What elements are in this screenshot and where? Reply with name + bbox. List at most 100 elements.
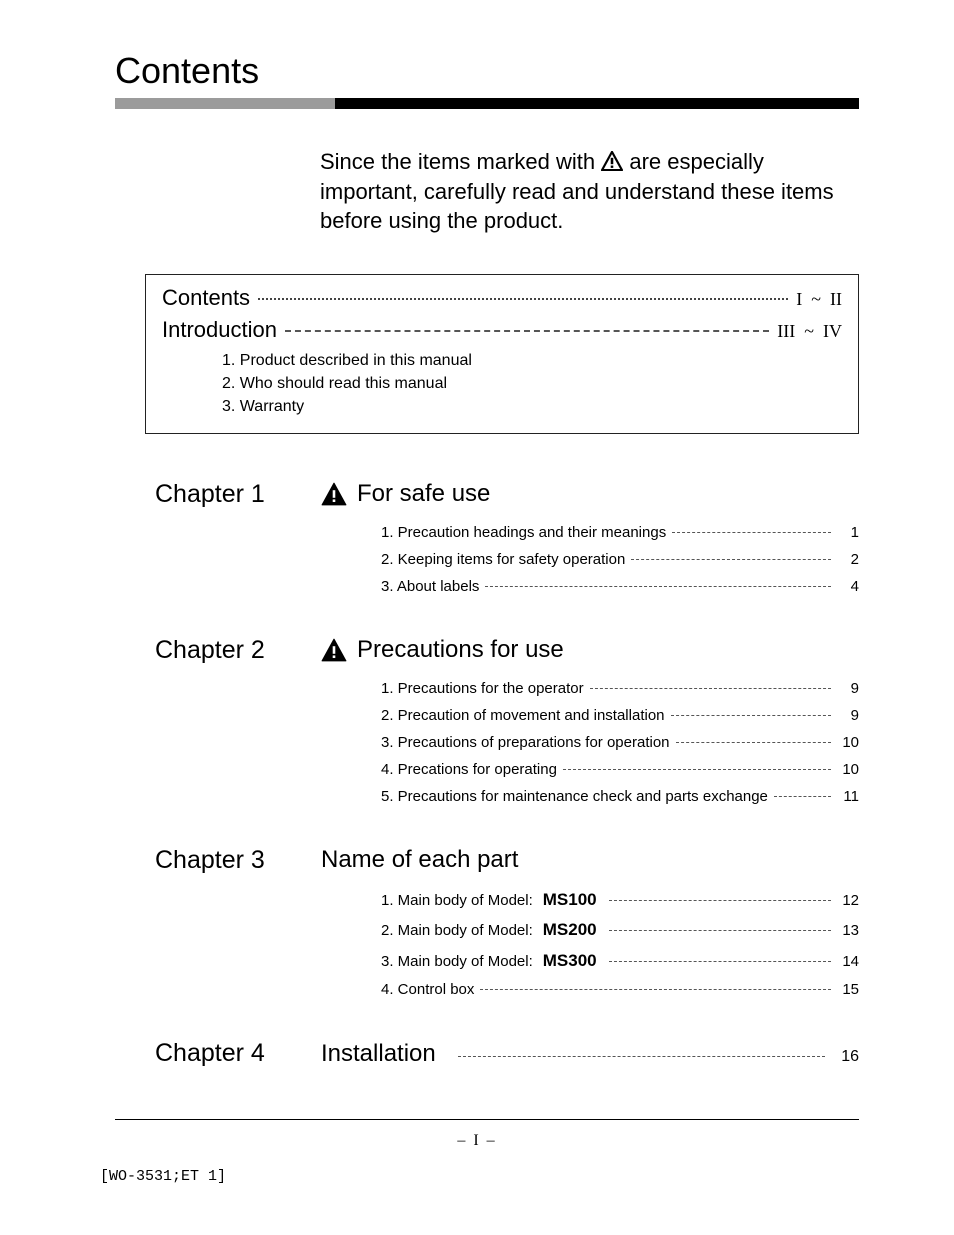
chapter-heading: Chapter 3 Name of each part <box>155 846 859 875</box>
topbox-sublist-item: 3. Warranty <box>222 395 842 418</box>
leader-dots <box>631 559 831 560</box>
header-rule-gray <box>115 98 335 109</box>
toc-entry-text: 3. Main body of Model: <box>381 948 533 975</box>
toc-entry: 2. Main body of Model: MS200 13 <box>381 915 859 946</box>
leader-dots <box>458 1056 825 1057</box>
chapter-title-wrap: Precautions for use <box>321 636 564 664</box>
toc-entry: 1. Precautions for the operator9 <box>381 675 859 702</box>
toc-entry-page: 1 <box>837 519 859 546</box>
chapter: Chapter 1 For safe use 1. Precaution headi… <box>155 480 859 600</box>
toc-entry: 2. Precaution of movement and installati… <box>381 702 859 729</box>
chapter-heading: Chapter 2 Precautions for use <box>155 636 859 665</box>
toc-entry: 1. Main body of Model: MS100 12 <box>381 885 859 916</box>
chapter-label: Chapter 1 <box>155 480 305 509</box>
toc-entry: 4. Control box 15 <box>381 976 859 1003</box>
toc-entry-page: 14 <box>837 948 859 975</box>
toc-entry: 1. Precaution headings and their meaning… <box>381 519 859 546</box>
chapter-title-wrap: Name of each part <box>321 846 518 874</box>
chapter-label: Chapter 4 <box>155 1039 305 1068</box>
topbox-row-pages: I ~ II <box>796 289 842 310</box>
toc-entry-page: 15 <box>837 976 859 1003</box>
chapter-4: Chapter 4 Installation 16 <box>155 1039 859 1068</box>
topbox-sublist-item: 2. Who should read this manual <box>222 372 842 395</box>
toc-entry-text: 4. Precations for operating <box>381 756 557 783</box>
topbox-sublist-item: 1. Product described in this manual <box>222 349 842 372</box>
header-rule-black <box>335 98 859 109</box>
page-title: Contents <box>115 50 859 92</box>
leader-dots <box>672 532 831 533</box>
toc-entry-page: 9 <box>837 702 859 729</box>
toc-entry-text: 5. Precautions for maintenance check and… <box>381 783 768 810</box>
toc-entries: 1. Precaution headings and their meaning… <box>381 519 859 600</box>
top-contents-box: Contents I ~ II Introduction III ~ IV 1.… <box>145 274 859 434</box>
toc-entries: 1. Main body of Model:MS100122. Main bod… <box>381 885 859 1004</box>
chapter-title: Precautions for use <box>357 636 564 664</box>
toc-entry: 2. Keeping items for safety operation 2 <box>381 546 859 573</box>
topbox-row-label: Contents <box>162 285 250 311</box>
toc-entry-text: 3. Precautions of preparations for opera… <box>381 729 670 756</box>
document-reference: [WO-3531;ET 1] <box>100 1168 226 1185</box>
chapter-heading: Chapter 1 For safe use <box>155 480 859 509</box>
leader-dots <box>671 715 832 716</box>
toc-entry-page: 13 <box>837 917 859 944</box>
chapter-title: Name of each part <box>321 846 518 874</box>
leader-dots <box>285 330 769 332</box>
topbox-row-label: Introduction <box>162 317 277 343</box>
toc-entry-page: 11 <box>837 783 859 810</box>
toc-entry-page: 10 <box>837 729 859 756</box>
leader-dots <box>590 688 831 689</box>
toc-entry: 3. Main body of Model: MS300 14 <box>381 946 859 977</box>
toc-entry-page: 16 <box>841 1048 859 1066</box>
leader-dots <box>258 298 788 300</box>
warning-icon <box>601 151 623 171</box>
chapter-title: For safe use <box>357 480 490 508</box>
toc-entry-text: 3. About labels <box>381 573 479 600</box>
warning-icon <box>321 482 347 506</box>
toc-entry-page: 2 <box>837 546 859 573</box>
topbox-row: Contents I ~ II <box>162 285 842 311</box>
chapter-title-wrap: For safe use <box>321 480 490 508</box>
toc-entry: 3. Precautions of preparations for opera… <box>381 729 859 756</box>
leader-dots <box>563 769 831 770</box>
toc-entries: 1. Precautions for the operator92. Preca… <box>381 675 859 810</box>
leader-dots <box>774 796 831 797</box>
toc-entry-model: MS300 <box>543 946 597 977</box>
chapter: Chapter 2 Precautions for use 1. Precautio… <box>155 636 859 810</box>
toc-entry-model: MS100 <box>543 885 597 916</box>
footer-rule <box>115 1119 859 1120</box>
chapter-heading: Chapter 4 Installation 16 <box>155 1039 859 1068</box>
leader-dots <box>480 989 831 990</box>
toc-entry-text: 1. Main body of Model: <box>381 887 533 914</box>
toc-entry: 5. Precautions for maintenance check and… <box>381 783 859 810</box>
chapter-title: Installation <box>321 1040 436 1068</box>
leader-dots <box>609 900 831 901</box>
chapter: Chapter 3 Name of each part 1. Main body o… <box>155 846 859 1004</box>
page-number: – I – <box>0 1132 954 1150</box>
toc-entry-page: 9 <box>837 675 859 702</box>
toc-entry-text: 2. Keeping items for safety operation <box>381 546 625 573</box>
chapters-region: Chapter 1 For safe use 1. Precaution headi… <box>115 480 859 1004</box>
leader-dots <box>485 586 831 587</box>
toc-entry-text: 4. Control box <box>381 976 474 1003</box>
toc-entry-text: 2. Precaution of movement and installati… <box>381 702 665 729</box>
toc-entry-page: 4 <box>837 573 859 600</box>
page: Contents Since the items marked with are… <box>0 0 954 1235</box>
toc-entry: 4. Precations for operating 10 <box>381 756 859 783</box>
leader-dots <box>676 742 831 743</box>
chapter-label: Chapter 3 <box>155 846 305 875</box>
leader-dots <box>609 930 831 931</box>
topbox-row-pages: III ~ IV <box>777 321 842 342</box>
warning-icon <box>321 638 347 662</box>
toc-entry-page: 12 <box>837 887 859 914</box>
header-rule <box>115 98 859 109</box>
toc-entry-model: MS200 <box>543 915 597 946</box>
intro-paragraph: Since the items marked with are especial… <box>320 147 859 236</box>
toc-entry-text: 1. Precaution headings and their meaning… <box>381 519 666 546</box>
topbox-sublist: 1. Product described in this manual 2. W… <box>222 349 842 419</box>
intro-text-pre: Since the items marked with <box>320 149 595 174</box>
toc-entry: 3. About labels 4 <box>381 573 859 600</box>
chapter-label: Chapter 2 <box>155 636 305 665</box>
toc-entry-text: 2. Main body of Model: <box>381 917 533 944</box>
toc-entry-page: 10 <box>837 756 859 783</box>
topbox-row: Introduction III ~ IV <box>162 317 842 343</box>
